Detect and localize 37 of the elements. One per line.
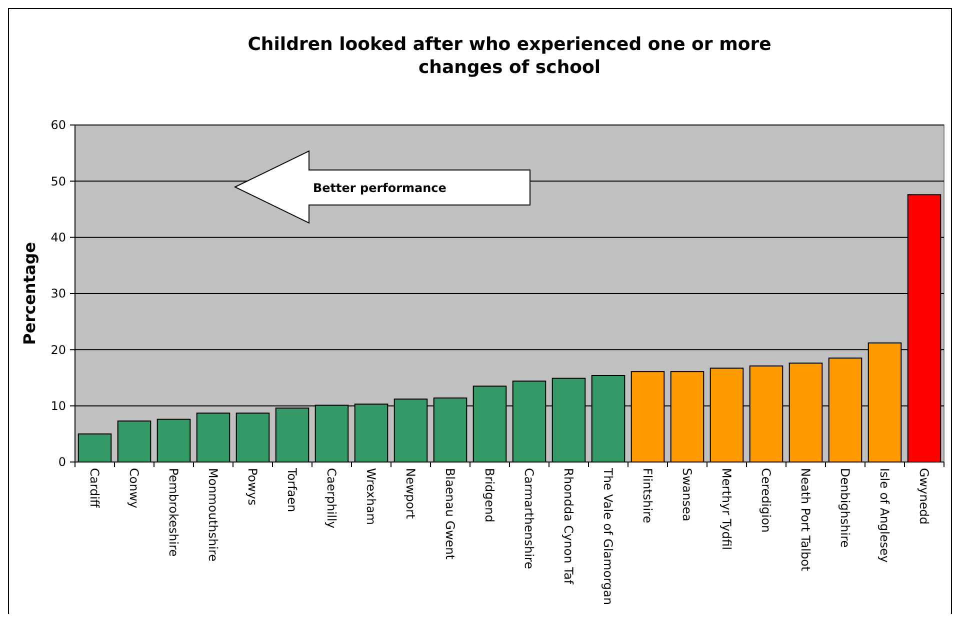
y-tick-label: 30	[50, 286, 66, 301]
x-tick-label: Monmouthshire	[206, 468, 220, 562]
x-tick-label: Gwynedd	[917, 468, 932, 524]
x-tick-label: Wrexham	[364, 468, 378, 525]
y-tick-label: 0	[58, 455, 66, 470]
y-tick-label: 10	[50, 399, 66, 414]
x-tick-label: Swansea	[680, 468, 694, 522]
x-tick-label: Isle of Anglesey	[878, 468, 892, 563]
bar	[78, 433, 112, 462]
y-tick-label: 50	[50, 174, 66, 188]
x-tick-label: Flintshire	[640, 468, 655, 524]
x-tick-label: Cardiff	[88, 468, 102, 508]
y-tick-label: 20	[50, 342, 66, 357]
y-axis-title: Percentage	[20, 242, 39, 345]
x-tick-label: Bridgend	[482, 468, 497, 522]
x-tick-label: Carmarthenshire	[522, 468, 536, 569]
x-tick-label: Caerphilly	[324, 468, 339, 528]
x-tick-label: Pembrokeshire	[166, 468, 181, 557]
x-tick-label: Denbighshire	[838, 468, 852, 548]
x-tick-label: Newport	[404, 468, 418, 520]
x-tick-label: Blaenau Gwent	[443, 468, 458, 560]
bar	[196, 412, 230, 462]
x-tick-label: Conwy	[127, 468, 142, 508]
bar	[236, 412, 270, 462]
bar	[117, 420, 152, 462]
x-tick-label: Ceredigion	[759, 468, 774, 533]
x-tick-label: Merthyr Tydfil	[720, 468, 734, 550]
y-tick-label: 40	[50, 230, 66, 245]
chart-title: Children looked after who experienced one or more changes of school	[248, 34, 772, 78]
x-tick-label: Rhondda Cynon Taf	[562, 468, 576, 585]
y-tick-label: 60	[50, 118, 66, 132]
annotation: Better performance	[313, 181, 446, 195]
bar	[156, 418, 191, 462]
x-tick-label: The Vale of Glamorgan	[601, 467, 616, 605]
x-tick-label: Neath Port Talbot	[798, 468, 813, 572]
x-tick-label: Torfaen	[285, 467, 300, 512]
x-tick-label: Powys	[246, 468, 260, 506]
